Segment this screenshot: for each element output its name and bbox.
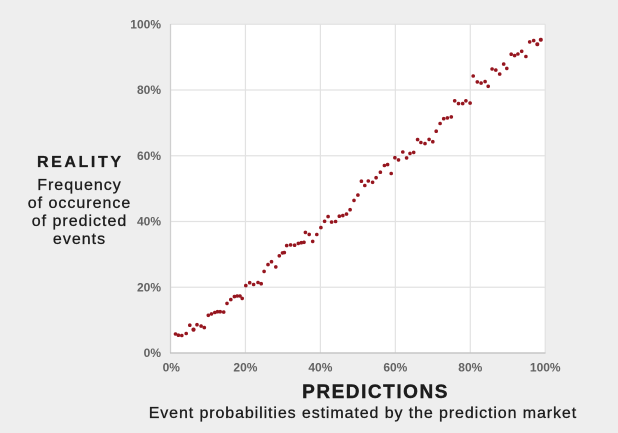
- svg-text:20%: 20%: [233, 361, 257, 375]
- svg-text:40%: 40%: [308, 361, 332, 375]
- svg-text:100%: 100%: [530, 361, 561, 375]
- svg-text:60%: 60%: [383, 361, 407, 375]
- svg-text:0%: 0%: [163, 361, 181, 375]
- svg-text:80%: 80%: [458, 361, 482, 375]
- svg-text:20%: 20%: [137, 280, 161, 294]
- svg-text:60%: 60%: [137, 149, 161, 163]
- svg-text:0%: 0%: [144, 346, 162, 360]
- svg-text:80%: 80%: [137, 83, 161, 97]
- svg-text:100%: 100%: [130, 17, 161, 31]
- svg-text:40%: 40%: [137, 215, 161, 229]
